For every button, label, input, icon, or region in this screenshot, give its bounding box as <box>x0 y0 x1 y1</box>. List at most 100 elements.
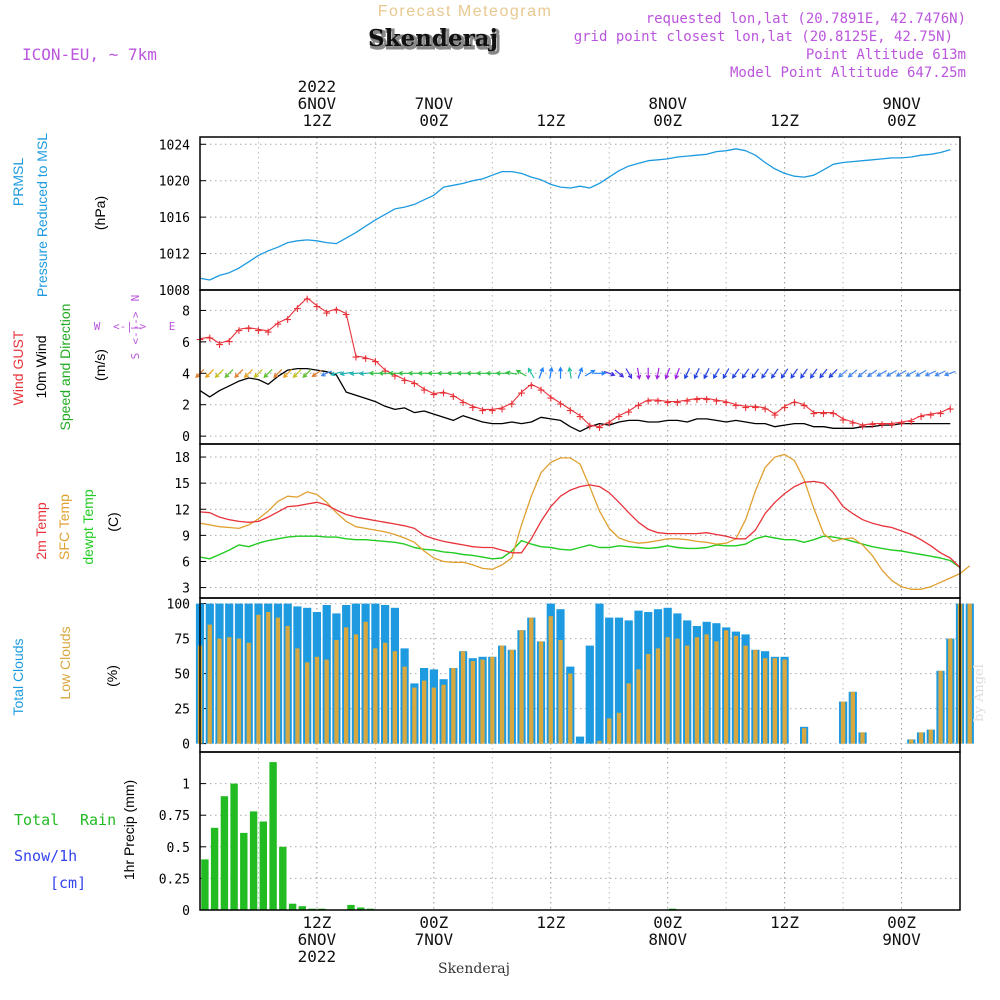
gust-marker: + <box>839 413 847 428</box>
gust-marker: + <box>761 402 769 417</box>
wind-direction-arrow <box>548 366 554 379</box>
low-cloud-bar <box>646 654 651 744</box>
rain-bar <box>201 859 209 910</box>
rain-bar <box>249 811 258 910</box>
gust-marker: + <box>313 300 321 315</box>
low-cloud-bar <box>451 668 456 744</box>
pressure-label-long: Pressure Reduced to MSL <box>34 133 50 297</box>
wind-direction-arrow <box>770 368 779 379</box>
wind-direction-arrow <box>292 368 302 379</box>
low-cloud-bar <box>665 637 670 744</box>
low-cloud-bar <box>363 621 368 744</box>
gust-marker: + <box>664 396 672 411</box>
low-cloud-bar <box>655 648 661 744</box>
top-axis-label: 12Z <box>536 111 565 130</box>
wind-direction-arrow <box>722 368 730 380</box>
wind-direction-arrow <box>205 368 215 379</box>
low-cloud-bar <box>685 645 690 744</box>
y-tick-label: 6 <box>182 555 190 570</box>
rain-bar <box>298 906 306 910</box>
low-cloud-bar <box>548 616 553 744</box>
precip-total-label: Total <box>14 811 59 829</box>
precipitation-panel: 0 0.25 0.5 0.75 1 <box>159 751 961 919</box>
wind-direction-arrow <box>866 369 878 378</box>
gust-marker: + <box>829 407 837 422</box>
total-cloud-bar <box>575 736 585 744</box>
y-tick-label: 9 <box>182 529 190 544</box>
temperature-series <box>199 453 971 590</box>
gust-marker: + <box>596 421 604 436</box>
temperature-panel: 3 6 9 12 15 18 <box>174 443 971 599</box>
precip-axis-label: 1hr Precip (mm) <box>121 780 137 880</box>
gust-marker: + <box>245 322 253 337</box>
wind-10m-label: 10m Wind <box>33 335 49 398</box>
wind-direction-arrow <box>567 366 573 379</box>
gust-marker: + <box>440 386 448 401</box>
gust-marker: + <box>371 355 379 370</box>
gust-marker: + <box>284 312 292 327</box>
pressure-label-prmsl: PRMSL <box>10 158 26 206</box>
wind-direction-arrow <box>584 369 596 377</box>
gust-marker: + <box>820 407 828 422</box>
low-cloud-bar <box>285 626 290 744</box>
gust-marker: + <box>566 403 574 418</box>
top-axis-label: 00Z <box>653 111 682 130</box>
gust-marker: + <box>898 416 906 431</box>
gust-marker: + <box>391 369 399 384</box>
y-tick-label: 75 <box>174 633 190 648</box>
gust-marker: + <box>907 414 915 429</box>
rain-bar <box>347 904 355 910</box>
low-cloud-bar <box>509 649 514 744</box>
wind-direction-arrow <box>741 368 750 379</box>
wind-direction-arrow <box>693 368 700 380</box>
clouds-panel: 0 25 50 75 100 <box>167 597 974 753</box>
wind-direction-arrow <box>253 368 263 379</box>
precip-snow-unit: [cm] <box>50 874 86 892</box>
low-cloud-bar <box>607 718 612 744</box>
y-tick-label: 0 <box>182 430 190 445</box>
gust-marker: + <box>654 394 662 409</box>
low-cloud-bar <box>275 617 281 744</box>
low-cloud-bar <box>314 656 320 744</box>
wind-direction-arrow <box>505 370 518 376</box>
wind-direction-arrow <box>263 368 273 379</box>
low-cloud-bar <box>675 638 680 744</box>
y-tick-label: 100 <box>167 598 190 613</box>
wind-direction-arrow <box>339 371 352 377</box>
low-cloud-bar <box>227 637 232 744</box>
gust-marker: + <box>352 350 360 365</box>
compass-e-label: E <box>169 320 176 333</box>
wind-direction-arrow <box>282 368 293 379</box>
wind-direction-arrow <box>790 368 798 379</box>
bottom-axis-label: 12Z <box>302 913 331 932</box>
wind-direction-arrow <box>349 371 362 376</box>
wind-direction-arrow <box>703 368 710 380</box>
gust-marker: + <box>225 334 233 349</box>
low-cloud-bar <box>704 634 709 744</box>
gust-marker: + <box>674 396 682 411</box>
y-tick-label: 18 <box>174 451 190 466</box>
total-clouds-label: Total Clouds <box>10 638 26 715</box>
wind-direction-arrow <box>320 370 332 377</box>
low-cloud-bar <box>305 662 310 744</box>
bottom-axis-label: 00Z <box>887 913 916 932</box>
gust-marker: + <box>917 410 925 425</box>
gust-marker: + <box>508 397 516 412</box>
wind-direction-arrow <box>636 367 642 380</box>
gust-marker: + <box>323 306 331 321</box>
gust-marker: + <box>498 402 506 417</box>
low-clouds-label: Low Clouds <box>57 626 73 699</box>
low-cloud-bar <box>217 638 222 744</box>
model-label: ICON-EU, ~ 7km <box>22 45 157 64</box>
wind-unit: (m/s) <box>92 349 108 381</box>
total-cloud-bar <box>585 645 594 744</box>
low-cloud-bar <box>392 651 397 744</box>
rain-bar <box>279 846 287 910</box>
wind-direction-arrow <box>876 369 888 377</box>
low-cloud-bar <box>928 729 933 744</box>
gust-marker: + <box>294 301 302 316</box>
footer-location: Skenderaj <box>438 961 510 977</box>
low-cloud-bar <box>724 630 729 744</box>
